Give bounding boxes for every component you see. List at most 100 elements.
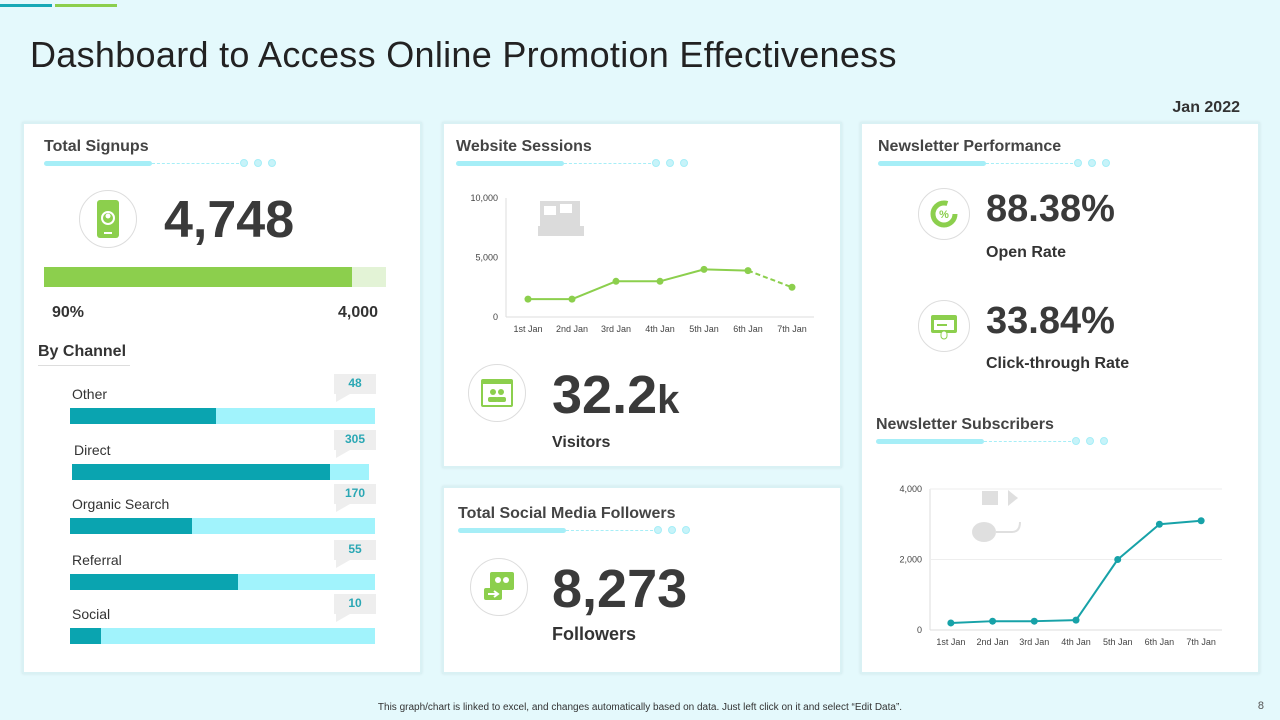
series-line-segment (747, 269, 793, 289)
channel-bar-fill (70, 574, 238, 590)
sessions-line-chart: 0 5,000 10,000 1st Jan 2nd Jan 3rd Jan 4th Jan… (470, 193, 814, 334)
card-title: Total Signups (44, 138, 149, 155)
channel-bar-fill (70, 408, 217, 424)
title-decoration (878, 158, 1110, 168)
data-point (524, 295, 532, 303)
subscribers-title: Newsletter Subscribers (876, 416, 1054, 433)
data-point (612, 277, 620, 285)
page-title: Dashboard to Access Online Promotion Eff… (30, 34, 897, 75)
series-line-segment (703, 268, 749, 272)
channel-value-badge: 10 (334, 594, 376, 614)
title-decoration (456, 158, 688, 168)
series-line-segment (659, 268, 705, 283)
chat-keyboard-icon (538, 201, 584, 236)
like-mouse-icon (972, 490, 1021, 542)
social-followers-card: Total Social Media Followers 8,273 Follo… (442, 486, 842, 674)
by-channel-title: By Channel (38, 343, 130, 366)
percent-refresh-icon: % (918, 188, 970, 240)
y-tick-label: 4,000 (899, 484, 922, 494)
visitors-number: 32.2 (552, 365, 658, 425)
x-tick-label: 3rd Jan (601, 324, 631, 334)
signups-progress-fill (44, 267, 352, 287)
title-decoration (876, 436, 1108, 446)
channel-value-badge: 305 (334, 430, 376, 450)
accent-line (55, 4, 117, 7)
channel-name: Social (72, 606, 111, 622)
series-line-segment (1117, 523, 1161, 561)
channel-bar-track (70, 628, 375, 644)
target-value: 4,000 (338, 304, 379, 321)
channel-value-badge: 170 (334, 484, 376, 504)
data-point (1197, 517, 1205, 525)
visitors-value: 32.2k (552, 364, 679, 426)
followers-value: 8,273 (552, 559, 688, 619)
y-tick-label: 0 (917, 625, 922, 635)
x-tick-label: 2nd Jan (556, 324, 588, 334)
subscribers-line-chart: 0 2,000 4,000 1st Jan 2nd Jan 3rd Jan 4th Jan 5… (899, 484, 1222, 647)
card-title: Total Social Media Followers (458, 505, 676, 522)
data-point (1030, 617, 1038, 625)
channel-name: Referral (72, 552, 122, 568)
channel-name: Direct (74, 442, 111, 458)
series-line-segment (950, 620, 993, 624)
channel-bar-track (70, 574, 375, 590)
channel-bar-fill (70, 518, 192, 534)
series-line-segment (1159, 519, 1202, 526)
series-line-segment (1034, 619, 1077, 623)
accent-line (0, 4, 52, 7)
data-point (947, 619, 955, 627)
y-tick-label: 2,000 (899, 555, 922, 565)
svg-text:%: % (939, 209, 949, 221)
title-decoration (458, 525, 690, 535)
x-tick-label: 4th Jan (1061, 637, 1091, 647)
x-tick-label: 5th Jan (1103, 637, 1133, 647)
followers-label: Followers (552, 624, 637, 644)
channel-name: Organic Search (72, 496, 170, 512)
y-tick-label: 5,000 (475, 253, 498, 263)
open-rate-value: 88.38% (986, 188, 1115, 230)
channel-value-badge: 55 (334, 540, 376, 560)
progress-percent: 90% (52, 304, 85, 321)
data-point (1114, 556, 1122, 563)
y-tick-label: 0 (493, 312, 498, 322)
channel-bar-track (70, 408, 375, 424)
x-tick-label: 6th Jan (1145, 637, 1175, 647)
channel-bar-fill (72, 464, 331, 480)
x-tick-label: 6th Jan (733, 324, 763, 334)
data-point (788, 283, 796, 291)
title-decoration (44, 158, 276, 168)
data-point (989, 617, 997, 625)
website-sessions-card: Website Sessions 0 5,000 10,000 1st Jan 2nd … (442, 122, 842, 468)
channel-bar-fill (70, 628, 101, 644)
newsletter-card: Newsletter Performance % 88.38% Open Rat… (860, 122, 1260, 674)
x-tick-label: 2nd Jan (977, 637, 1009, 647)
footer-note: This graph/chart is linked to excel, and… (377, 702, 903, 713)
social-chat-icon (470, 558, 528, 616)
visitors-label: Visitors (552, 434, 611, 451)
data-point (1072, 616, 1080, 624)
y-tick-label: 10,000 (470, 193, 498, 203)
data-point (744, 267, 752, 275)
series-line-segment (1075, 558, 1119, 621)
page-number: 8 (1257, 700, 1264, 712)
x-tick-label: 5th Jan (689, 324, 719, 334)
signups-value: 4,748 (164, 191, 295, 249)
card-title: Newsletter Performance (878, 138, 1062, 155)
x-tick-label: 1st Jan (513, 324, 542, 334)
open-rate-label: Open Rate (986, 244, 1067, 261)
visitors-icon (468, 364, 526, 422)
data-point (568, 295, 576, 303)
click-browser-icon (918, 300, 970, 352)
visitors-unit: k (657, 378, 680, 422)
x-tick-label: 7th Jan (1186, 637, 1216, 647)
card-title: Website Sessions (456, 138, 592, 155)
x-tick-label: 7th Jan (777, 324, 807, 334)
x-tick-label: 1st Jan (936, 637, 965, 647)
signups-progress-bar (44, 267, 386, 287)
x-tick-label: 3rd Jan (1019, 637, 1049, 647)
data-point (700, 265, 708, 273)
total-signups-card: Total Signups 4,748 90% 4,000 By Channel… (22, 122, 422, 674)
channel-bar-track (72, 464, 369, 480)
ctr-label: Click-through Rate (986, 355, 1130, 372)
date-label: Jan 2022 (1172, 99, 1240, 116)
